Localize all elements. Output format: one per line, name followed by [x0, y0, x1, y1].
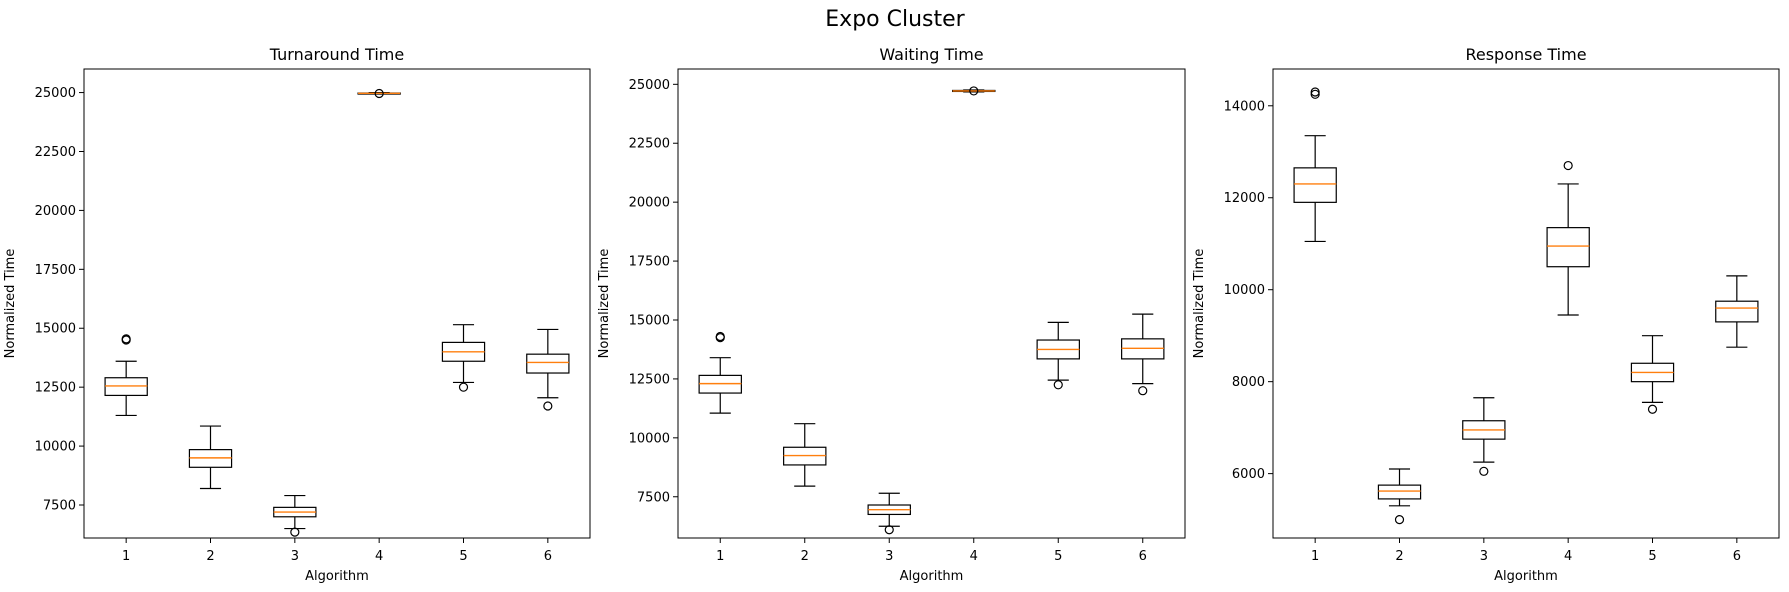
y-tick-label: 12500	[35, 381, 76, 396]
y-tick-label: 14000	[1224, 99, 1265, 114]
axes-frame	[1272, 68, 1780, 539]
outlier-point	[1647, 404, 1658, 414]
y-tick-label: 15000	[629, 313, 670, 328]
x-tick-label: 2	[801, 549, 809, 564]
outlier-point	[1310, 87, 1320, 97]
y-tick-label: 12500	[629, 372, 670, 387]
y-tick-label: 7500	[43, 499, 76, 514]
box-6	[1121, 313, 1165, 396]
chart-panels: Turnaround Time7500100001250015000175002…	[3, 45, 1780, 584]
chart-panel-2: Waiting Time 7500 10000 12500 15000 17500 2000…	[597, 45, 1186, 584]
box-2	[188, 425, 233, 490]
x-axis-label: Algorithm	[305, 569, 369, 584]
outlier-point	[969, 86, 979, 96]
x-tick-label: 3	[885, 549, 893, 564]
y-tick-label: 22500	[629, 137, 670, 152]
x-tick-label: 2	[206, 549, 214, 564]
box-6	[1715, 275, 1759, 348]
axes-frame	[83, 68, 591, 539]
outlier-point	[1563, 160, 1573, 171]
x-axis-label: Algorithm	[900, 569, 964, 584]
box-5	[441, 324, 486, 392]
outlier-point	[374, 88, 384, 99]
outlier-point	[121, 334, 131, 344]
y-tick-label: 12000	[1224, 191, 1265, 206]
y-tick-label: 17500	[35, 263, 76, 278]
x-axis-label: Algorithm	[1494, 569, 1558, 584]
x-tick-label: 4	[1564, 549, 1572, 564]
y-tick-label: 10000	[629, 431, 670, 446]
box-iqr	[1715, 300, 1759, 323]
box-3	[867, 492, 911, 535]
outlier-point	[458, 382, 469, 392]
y-tick-label: 7500	[637, 490, 670, 505]
box-1	[1293, 87, 1337, 243]
x-tick-label: 4	[375, 549, 383, 564]
x-tick-label: 2	[1395, 549, 1403, 564]
box-6	[526, 328, 570, 411]
x-tick-label: 5	[1054, 549, 1062, 564]
y-tick-label: 6000	[1232, 467, 1265, 482]
box-5	[1630, 335, 1675, 414]
y-axis-label: Normalized Time	[1192, 249, 1207, 359]
x-tick-label: 4	[970, 549, 978, 564]
y-tick-label: 8000	[1232, 375, 1265, 390]
x-tick-label: 3	[1480, 549, 1488, 564]
x-tick-label: 6	[1733, 549, 1741, 564]
box-iqr	[1293, 167, 1337, 203]
subplot-title: Waiting Time	[879, 45, 983, 64]
y-axis-label: Normalized Time	[597, 249, 612, 359]
x-tick-label: 1	[122, 549, 130, 564]
box-1	[104, 334, 148, 417]
x-tick-label: 5	[459, 549, 467, 564]
y-tick-label: 22500	[35, 145, 76, 160]
x-tick-label: 6	[1139, 549, 1147, 564]
box-4	[1546, 160, 1590, 316]
x-tick-label: 6	[544, 549, 552, 564]
y-tick-label: 25000	[35, 86, 76, 101]
outlier-point	[1053, 380, 1063, 390]
subplot-title: Turnaround Time	[269, 45, 404, 64]
outlier-point	[1394, 515, 1405, 525]
y-tick-label: 20000	[35, 204, 76, 219]
outlier-point	[290, 527, 300, 537]
box-1	[698, 331, 742, 414]
y-tick-label: 15000	[35, 322, 76, 337]
x-tick-label: 5	[1648, 549, 1656, 564]
outlier-point	[715, 331, 725, 342]
box-5	[1036, 321, 1080, 390]
outlier-point	[1310, 89, 1320, 99]
y-tick-label: 17500	[629, 255, 670, 270]
y-tick-label: 10000	[35, 440, 76, 455]
figure-title: Expo Cluster	[825, 7, 965, 32]
outlier-point	[1479, 466, 1489, 476]
x-tick-label: 1	[716, 549, 724, 564]
box-3	[1462, 397, 1506, 476]
box-4	[357, 88, 401, 99]
y-tick-label: 25000	[629, 78, 670, 93]
y-tick-label: 20000	[629, 196, 670, 211]
box-4	[952, 86, 996, 96]
box-iqr	[526, 353, 570, 374]
outlier-point	[1138, 386, 1148, 396]
outlier-point	[543, 401, 553, 411]
chart-panel-1: Turnaround Time 7500 10000 12500 15000 17500 2…	[3, 45, 591, 584]
chart-panel-3: Response Time 6000 8000 10000 12000 14000 1 2 3 4…	[1192, 45, 1780, 584]
subplot-title: Response Time	[1465, 45, 1586, 64]
box-iqr	[1377, 484, 1422, 500]
y-axis-label: Normalized Time	[3, 249, 18, 359]
box-iqr	[1546, 227, 1590, 268]
box-3	[273, 494, 317, 537]
outlier-point	[884, 525, 894, 535]
box-2	[783, 423, 827, 487]
y-tick-label: 10000	[1224, 283, 1265, 298]
box-2	[1377, 468, 1422, 525]
x-tick-label: 1	[1311, 549, 1319, 564]
axes-frame	[677, 68, 1186, 539]
x-tick-label: 3	[291, 549, 299, 564]
